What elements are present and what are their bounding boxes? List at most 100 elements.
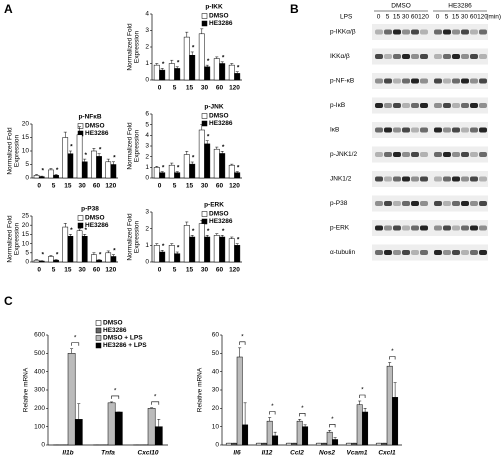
blot-band xyxy=(402,78,410,84)
y-tick-label: 4 xyxy=(145,132,149,139)
y-tick-label: 0 xyxy=(215,442,219,449)
blot-band xyxy=(375,78,383,84)
blot-row-label: p-ERK xyxy=(330,225,350,232)
blot-band xyxy=(393,152,401,157)
legend-label: HE3286 xyxy=(103,327,127,334)
x-tick-label: 30 xyxy=(79,183,87,190)
bar xyxy=(234,172,241,179)
blot-band xyxy=(420,127,428,133)
bar xyxy=(204,143,211,179)
y-axis-label: Normalized Fold xyxy=(127,122,134,170)
blot-band xyxy=(443,127,451,133)
blot-band xyxy=(384,54,392,59)
y-axis-label: Expression xyxy=(14,223,21,256)
blot-band xyxy=(443,201,451,206)
significance-marker: * xyxy=(207,228,210,235)
blot-band xyxy=(470,54,478,59)
chart-title: p-NFκB xyxy=(78,114,101,121)
bar xyxy=(375,442,382,446)
bar xyxy=(38,176,45,179)
significance-marker: * xyxy=(222,228,225,235)
blot-band xyxy=(420,54,428,59)
blot-band xyxy=(411,201,419,206)
bar xyxy=(168,63,175,81)
y-tick-label: 3 xyxy=(145,209,149,216)
bar xyxy=(168,245,175,263)
bar xyxy=(67,353,76,446)
blot-background xyxy=(372,122,488,138)
time-label: 5 xyxy=(445,14,449,21)
blot-band xyxy=(411,225,419,231)
legend-swatch xyxy=(201,211,208,217)
blot-band xyxy=(470,127,478,133)
blot-band xyxy=(470,176,478,182)
blot-band xyxy=(375,54,383,59)
blot-band xyxy=(443,250,451,255)
significance-marker: * xyxy=(192,155,195,162)
bar xyxy=(62,226,69,263)
blot-band xyxy=(443,103,451,108)
time-label: 15 xyxy=(393,14,401,21)
blot-band xyxy=(393,54,401,59)
group-label: HE3286 xyxy=(448,3,472,10)
x-tick-label: 30 xyxy=(201,183,209,190)
blot-band xyxy=(434,201,442,206)
significance-marker: * xyxy=(271,403,274,410)
y-tick-label: 1 xyxy=(145,164,149,171)
blot-band xyxy=(452,103,460,108)
significance-marker: * xyxy=(56,252,59,259)
blot-band xyxy=(411,29,419,35)
time-label: 0 xyxy=(436,14,440,21)
blot-row-label: p-P38 xyxy=(330,200,348,207)
blot-band xyxy=(434,176,442,182)
blot-band xyxy=(402,250,410,255)
x-tick-label: 30 xyxy=(201,85,209,92)
y-tick-label: 2 xyxy=(145,44,149,51)
blot-band xyxy=(420,103,428,108)
blot-band xyxy=(393,176,401,182)
bar xyxy=(234,73,241,81)
blot-background xyxy=(372,171,488,187)
significance-marker: * xyxy=(207,133,210,140)
y-tick-label: 20 xyxy=(22,222,30,229)
legend-swatch xyxy=(201,13,208,19)
x-tick-label: 60 xyxy=(93,183,101,190)
time-label: 30 xyxy=(402,14,410,21)
bar xyxy=(228,164,235,179)
significance-marker: * xyxy=(192,228,195,235)
bar xyxy=(225,442,232,446)
blot-band xyxy=(452,152,460,157)
bar xyxy=(96,156,102,179)
y-tick-label: 60 xyxy=(212,332,220,339)
bar xyxy=(381,442,388,446)
blot-row-label: p-NF-κB xyxy=(330,78,354,85)
blot-band xyxy=(461,201,469,206)
blot-band xyxy=(479,127,487,133)
blot-band xyxy=(411,127,419,133)
blot-band xyxy=(434,78,442,84)
panel-label: A xyxy=(4,2,13,16)
bar xyxy=(33,259,40,263)
blot-band xyxy=(375,225,383,231)
x-tick-label: Tnfa xyxy=(101,450,115,457)
legend-label: HE3286 xyxy=(209,20,233,27)
time-label: 60 xyxy=(411,14,419,21)
blot-row-label: p-IκB xyxy=(330,102,345,109)
bar xyxy=(296,420,303,446)
y-tick-label: 6 xyxy=(145,111,149,118)
blot-band xyxy=(411,103,419,108)
significance-marker: * xyxy=(192,45,195,52)
blot-band xyxy=(375,103,383,108)
y-tick-label: 40 xyxy=(212,368,220,375)
bar xyxy=(183,36,190,81)
blot-band xyxy=(393,201,401,206)
x-tick-label: Nos2 xyxy=(319,450,335,457)
time-label: 15 xyxy=(452,14,460,21)
x-tick-label: 5 xyxy=(173,85,177,92)
significance-marker: * xyxy=(237,64,240,71)
legend-swatch xyxy=(201,120,208,127)
bar xyxy=(386,365,393,446)
blot-band xyxy=(375,201,383,206)
bar xyxy=(392,397,399,446)
